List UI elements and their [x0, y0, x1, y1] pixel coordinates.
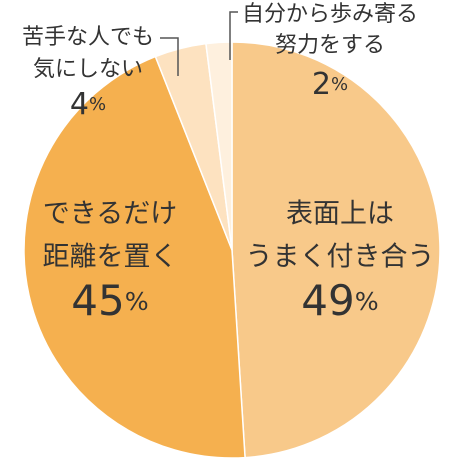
slice-label: 苦手な人でも — [22, 25, 154, 50]
pie-slice — [231, 41, 441, 458]
slices — [23, 41, 441, 458]
slice-label: 努力をする — [275, 33, 385, 58]
value-label: 49% — [301, 276, 378, 325]
value-label: 4% — [70, 87, 106, 122]
value-label: 45% — [71, 276, 148, 325]
slice-label: できるだけ — [43, 199, 177, 230]
slice-label: 表面上は — [286, 199, 394, 230]
pie-slice — [23, 55, 246, 458]
slice-label: 自分から歩み寄る — [242, 2, 418, 27]
slice-label: 気にしない — [33, 57, 143, 82]
pie-slice — [205, 41, 233, 251]
slice-label: 距離を置く — [43, 242, 178, 273]
leader-line — [229, 11, 238, 60]
leader-line — [160, 37, 179, 76]
value-label: 2% — [312, 67, 348, 102]
slice-label: うまく付き合う — [246, 242, 435, 273]
